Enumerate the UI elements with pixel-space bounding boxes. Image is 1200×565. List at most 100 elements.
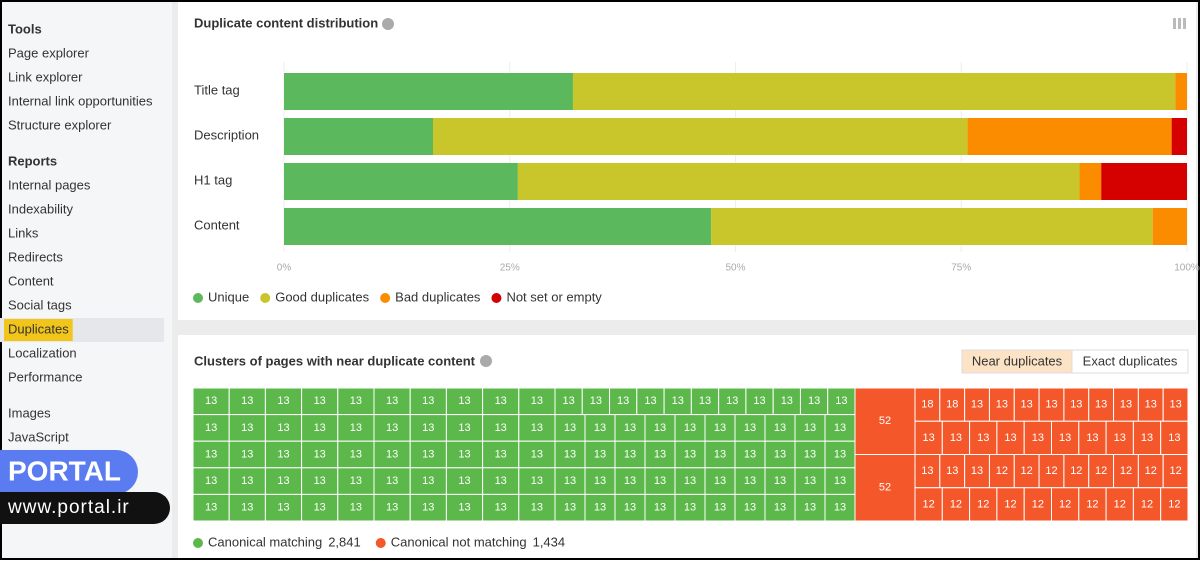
treemap-cell[interactable] [609,387,638,416]
sidebar-link[interactable]: Social tags [8,297,72,312]
treemap-cell[interactable] [636,387,665,416]
treemap-cell[interactable] [264,387,303,416]
treemap-cell[interactable] [1038,387,1065,422]
sidebar-link[interactable]: Images [8,405,51,420]
treemap-cell[interactable] [914,454,941,489]
treemap-cell[interactable] [445,467,484,495]
treemap-cell[interactable] [824,414,856,442]
treemap-cell[interactable] [228,440,266,469]
treemap-cell[interactable] [614,493,646,522]
treemap-cell[interactable] [1038,454,1065,489]
sidebar-link[interactable]: Performance [8,369,82,384]
treemap-cell[interactable] [827,387,856,416]
treemap-cell[interactable] [1088,387,1115,422]
sidebar-link[interactable]: Redirects [8,249,63,264]
treemap-cell[interactable] [1162,454,1189,489]
sidebar-link[interactable]: Links [8,225,39,240]
treemap-cell[interactable] [644,467,676,495]
sidebar-link[interactable]: Internal link opportunities [8,93,153,108]
treemap-cell[interactable] [704,440,736,469]
treemap-cell[interactable] [690,387,720,416]
treemap-cell[interactable] [734,414,766,442]
treemap-cell[interactable] [373,414,411,442]
treemap-cell[interactable] [301,493,339,522]
treemap-cell[interactable] [1078,487,1107,522]
treemap-cell[interactable] [764,467,796,495]
treemap-cell[interactable] [1051,487,1080,522]
treemap-cell[interactable] [1160,487,1189,522]
treemap-cell[interactable] [445,414,484,442]
treemap-cell[interactable] [969,487,998,522]
treemap-cell[interactable] [704,467,736,495]
treemap-cell[interactable] [518,493,556,522]
treemap-cell[interactable] [1160,420,1189,455]
treemap-cell[interactable] [264,440,303,469]
sidebar-link[interactable]: Duplicates [8,321,69,336]
treemap-cell[interactable] [799,387,829,416]
treemap-cell[interactable] [644,493,676,522]
chart-icon[interactable] [1173,18,1186,29]
treemap-cell[interactable] [584,440,616,469]
sidebar-link[interactable]: JavaScript [8,429,69,444]
treemap-cell[interactable] [192,467,230,495]
treemap-cell[interactable] [482,440,520,469]
treemap-cell[interactable] [445,493,484,522]
treemap-cell[interactable] [614,414,646,442]
treemap-cell[interactable] [764,440,796,469]
treemap-cell[interactable] [409,493,447,522]
treemap-cell[interactable] [554,414,586,442]
treemap-cell[interactable] [964,454,990,489]
treemap-cell[interactable] [996,487,1025,522]
treemap-cell[interactable] [988,454,1015,489]
treemap-cell[interactable] [264,467,303,495]
treemap-cell[interactable] [1113,454,1139,489]
sidebar-link[interactable]: Content [8,273,54,288]
treemap-cell[interactable] [824,493,856,522]
treemap-cell[interactable] [734,467,766,495]
treemap-cell[interactable] [854,387,916,455]
sidebar-link[interactable]: Internal pages [8,177,91,192]
treemap-cell[interactable] [764,414,796,442]
treemap-cell[interactable] [824,467,856,495]
treemap-cell[interactable] [1162,387,1189,422]
help-icon[interactable] [382,18,394,30]
treemap-cell[interactable] [1105,420,1134,455]
treemap-cell[interactable] [1137,387,1164,422]
treemap-cell[interactable] [614,467,646,495]
sidebar-link[interactable]: Indexability [8,201,74,216]
treemap-cell[interactable] [854,454,916,522]
toggle-button[interactable] [1071,349,1189,374]
treemap-cell[interactable] [941,487,971,522]
sidebar-link[interactable]: Link explorer [8,69,83,84]
help-icon[interactable] [480,355,492,367]
treemap-cell[interactable] [554,440,586,469]
treemap-cell[interactable] [674,414,706,442]
sidebar-link[interactable]: Localization [8,345,77,360]
treemap-cell[interactable] [734,440,766,469]
treemap-cell[interactable] [1063,387,1090,422]
treemap-cell[interactable] [718,387,747,416]
treemap-cell[interactable] [584,414,616,442]
treemap-cell[interactable] [445,440,484,469]
treemap-cell[interactable] [228,493,266,522]
treemap-cell[interactable] [584,467,616,495]
treemap-cell[interactable] [373,387,411,416]
treemap-cell[interactable] [1132,487,1162,522]
treemap-cell[interactable] [1078,420,1107,455]
treemap-cell[interactable] [704,493,736,522]
treemap-cell[interactable] [964,387,990,422]
treemap-cell[interactable] [264,414,303,442]
treemap-cell[interactable] [644,414,676,442]
treemap-cell[interactable] [228,414,266,442]
treemap-cell[interactable] [914,487,943,522]
treemap-cell[interactable] [674,493,706,522]
treemap-cell[interactable] [554,387,583,416]
treemap-cell[interactable] [663,387,692,416]
treemap-cell[interactable] [1088,454,1115,489]
sidebar-link[interactable]: Page explorer [8,45,90,60]
toggle-label[interactable]: Near duplicates [972,353,1063,368]
treemap-cell[interactable] [969,420,998,455]
treemap-cell[interactable] [301,467,339,495]
sidebar-link[interactable]: Structure explorer [8,117,112,132]
treemap-cell[interactable] [764,493,796,522]
